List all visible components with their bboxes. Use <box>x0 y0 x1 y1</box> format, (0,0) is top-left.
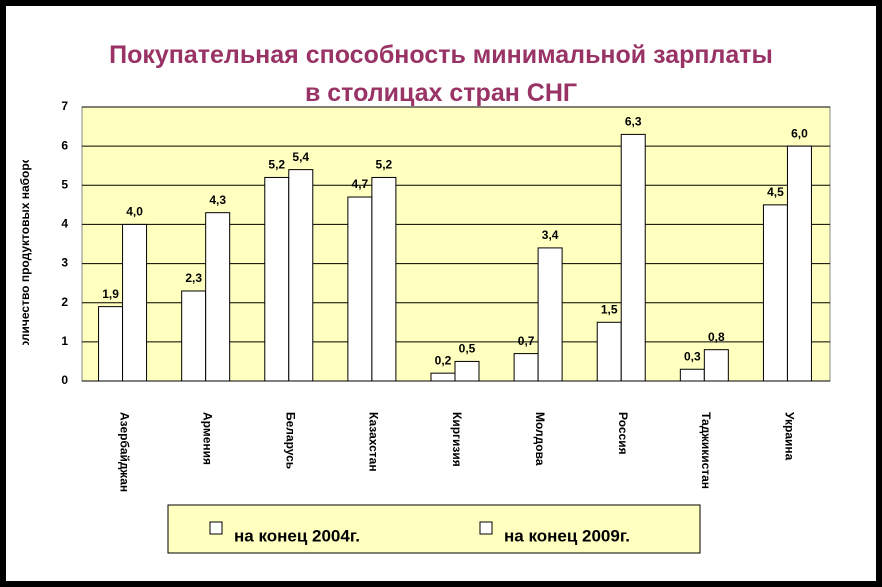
bar <box>596 321 622 382</box>
y-tick-label: 7 <box>61 99 68 113</box>
y-tick-label: 2 <box>61 295 68 309</box>
bar <box>679 368 705 382</box>
x-tick-label: Азербайджан <box>117 412 131 492</box>
legend-swatch <box>479 521 493 535</box>
bar <box>371 176 397 382</box>
bar <box>620 133 646 382</box>
x-tick-label: Киргизия <box>450 412 464 467</box>
value-label: 1,5 <box>601 302 618 316</box>
value-label: 4,7 <box>352 177 369 191</box>
x-tick-label: Молдова <box>533 412 547 466</box>
legend-box <box>167 504 701 554</box>
y-tick-label: 1 <box>61 334 68 348</box>
bar <box>288 169 314 382</box>
y-tick-label: 0 <box>61 373 68 387</box>
value-label: 3,4 <box>542 228 559 242</box>
value-label: 2,3 <box>185 271 202 285</box>
x-tick-label: Россия <box>616 412 630 455</box>
legend-label: на конец 2004г. <box>234 526 360 545</box>
x-tick-label: Беларусь <box>284 412 298 469</box>
x-tick-label: Украина <box>782 412 796 461</box>
y-axis-label: Количество продуктовых наборов <box>18 149 32 356</box>
bar <box>786 145 812 382</box>
bar <box>513 353 539 382</box>
bar <box>347 196 373 382</box>
bar <box>98 306 124 382</box>
value-label: 0,5 <box>459 342 476 356</box>
x-tick-label: Таджикистан <box>699 412 713 489</box>
x-tick-label: Армения <box>200 412 214 465</box>
value-label: 0,8 <box>708 330 725 344</box>
category-labels: Азербайджан Армения Беларусь Казахстан Кирги… <box>117 412 796 492</box>
y-tick-label: 5 <box>61 177 68 191</box>
value-label: 0,7 <box>518 334 535 348</box>
value-label: 0,2 <box>435 353 452 367</box>
y-tick-label: 3 <box>61 256 68 270</box>
x-tick-label: Казахстан <box>367 412 381 472</box>
value-label: 6,3 <box>625 115 642 129</box>
value-label: 0,3 <box>684 349 701 363</box>
bar <box>264 176 290 382</box>
y-tick-label: 6 <box>61 138 68 152</box>
value-label: 5,2 <box>376 158 393 172</box>
value-label: 4,5 <box>767 185 784 199</box>
bar <box>537 247 563 382</box>
bar <box>181 290 207 382</box>
value-label: 6,0 <box>791 126 808 140</box>
bar <box>762 204 788 382</box>
value-label: 1,9 <box>102 287 119 301</box>
legend-swatch <box>209 521 223 535</box>
bar <box>122 223 148 382</box>
legend-label: на конец 2009г. <box>504 526 630 545</box>
bar <box>703 349 729 382</box>
y-tick-label: 4 <box>61 217 68 231</box>
chart-title: Покупательная способность минимальной за… <box>109 41 773 107</box>
value-label: 5,2 <box>268 158 285 172</box>
bar <box>454 360 480 382</box>
bar <box>430 372 456 382</box>
value-label: 4,0 <box>126 205 143 219</box>
value-label: 5,4 <box>292 150 309 164</box>
bar <box>205 212 231 382</box>
value-label: 4,3 <box>209 193 226 207</box>
